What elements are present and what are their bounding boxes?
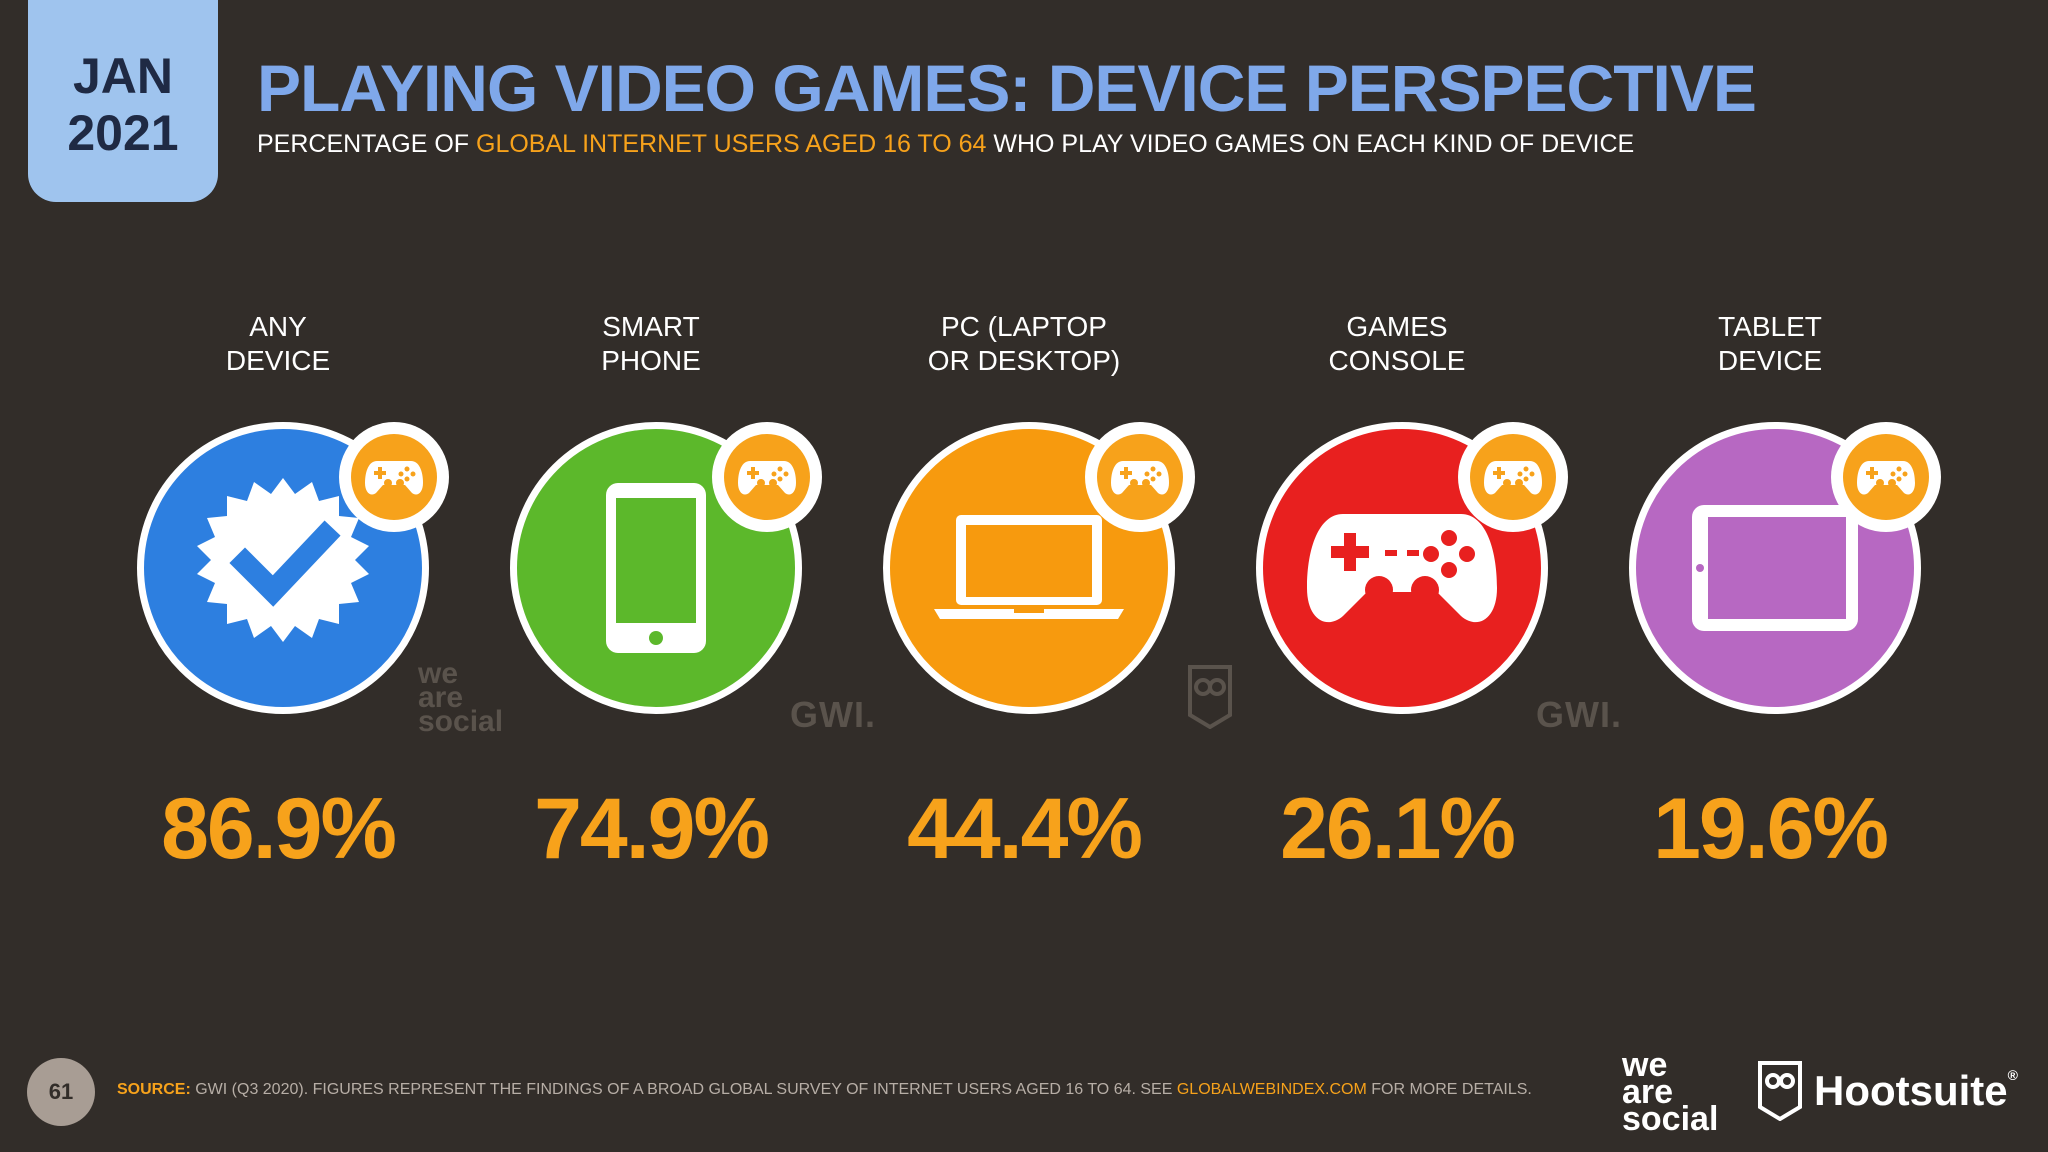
device-circle <box>883 422 1175 714</box>
date-badge: JAN 2021 <box>28 0 218 202</box>
tablet-icon <box>1692 505 1858 631</box>
owl-icon <box>1188 665 1232 734</box>
hootsuite-wordmark: Hootsuite <box>1814 1067 2008 1114</box>
laptop-icon <box>934 515 1124 619</box>
gamepad-icon <box>1111 461 1169 495</box>
we-are-social-logo: we are social <box>1622 1046 1719 1138</box>
page-subtitle: PERCENTAGE OF GLOBAL INTERNET USERS AGED… <box>257 130 1634 159</box>
watermark-line: social <box>418 705 504 738</box>
device-label: TABLET DEVICE <box>1717 311 1823 376</box>
device-label: GAMES CONSOLE <box>1328 311 1466 376</box>
device-value: 26.1% <box>1280 781 1516 877</box>
logo-line: social <box>1622 1100 1719 1138</box>
gamepad-icon <box>1857 461 1915 495</box>
source-text: GWI (Q3 2020). FIGURES REPRESENT THE FIN… <box>190 1081 1177 1098</box>
game-badge <box>1458 422 1568 532</box>
page-number: 61 <box>27 1058 95 1126</box>
device-column-smartphone: SMART PHONE 74.9% <box>481 0 822 1152</box>
device-circle <box>1256 422 1548 714</box>
date-year: 2021 <box>67 105 179 161</box>
verified-check-icon <box>197 478 369 642</box>
subtitle-pre: PERCENTAGE OF <box>257 130 477 158</box>
device-label: ANY DEVICE <box>225 311 331 376</box>
hootsuite-logo: Hootsuite® <box>1758 1058 2018 1124</box>
watermark-we-are-social: we are social <box>418 657 504 738</box>
gamepad-icon <box>738 461 796 495</box>
owl-icon <box>1758 1061 1802 1121</box>
device-column-tablet: TABLET DEVICE 19.6% <box>1600 0 1941 1152</box>
source-note: SOURCE: GWI (Q3 2020). FIGURES REPRESENT… <box>117 1081 1532 1099</box>
device-value: 86.9% <box>161 781 397 877</box>
smartphone-icon <box>606 483 706 653</box>
game-badge <box>1831 422 1941 532</box>
game-badge <box>1085 422 1195 532</box>
registered-mark: ® <box>2007 1067 2018 1083</box>
device-value: 44.4% <box>907 781 1143 877</box>
source-tail: FOR MORE DETAILS. <box>1366 1081 1532 1098</box>
source-label: SOURCE: <box>117 1081 191 1098</box>
watermark-line: are <box>418 681 464 714</box>
device-column-pc: PC (LAPTOP OR DESKTOP) 44.4% <box>854 0 1195 1152</box>
logo-line: are <box>1622 1073 1674 1111</box>
gamepad-icon <box>365 461 423 495</box>
logo-line: we <box>1622 1046 1668 1084</box>
page-title: PLAYING VIDEO GAMES: DEVICE PERSPECTIVE <box>257 51 1757 125</box>
subtitle-post: WHO PLAY VIDEO GAMES ON EACH KIND OF DEV… <box>986 130 1635 158</box>
date-month: JAN <box>72 47 174 104</box>
gamepad-icon <box>1484 461 1542 495</box>
device-label: SMART PHONE <box>601 311 701 376</box>
device-column-console: GAMES CONSOLE 26.1% <box>1227 0 1568 1152</box>
device-value: 19.6% <box>1653 781 1889 877</box>
device-value: 74.9% <box>534 781 770 877</box>
watermark-line: we <box>418 657 459 690</box>
game-badge <box>712 422 822 532</box>
device-column-any: ANY DEVICE 86.9% <box>108 0 449 1152</box>
watermark-gwi: GWI. <box>790 694 876 735</box>
source-link[interactable]: GLOBALWEBINDEX.COM <box>1176 1081 1367 1098</box>
game-badge <box>339 422 449 532</box>
gamepad-icon <box>1307 514 1497 623</box>
device-label: PC (LAPTOP OR DESKTOP) <box>927 311 1121 376</box>
watermark-gwi: GWI. <box>1536 694 1622 735</box>
subtitle-highlight: GLOBAL INTERNET USERS AGED 16 TO 64 <box>476 130 987 158</box>
